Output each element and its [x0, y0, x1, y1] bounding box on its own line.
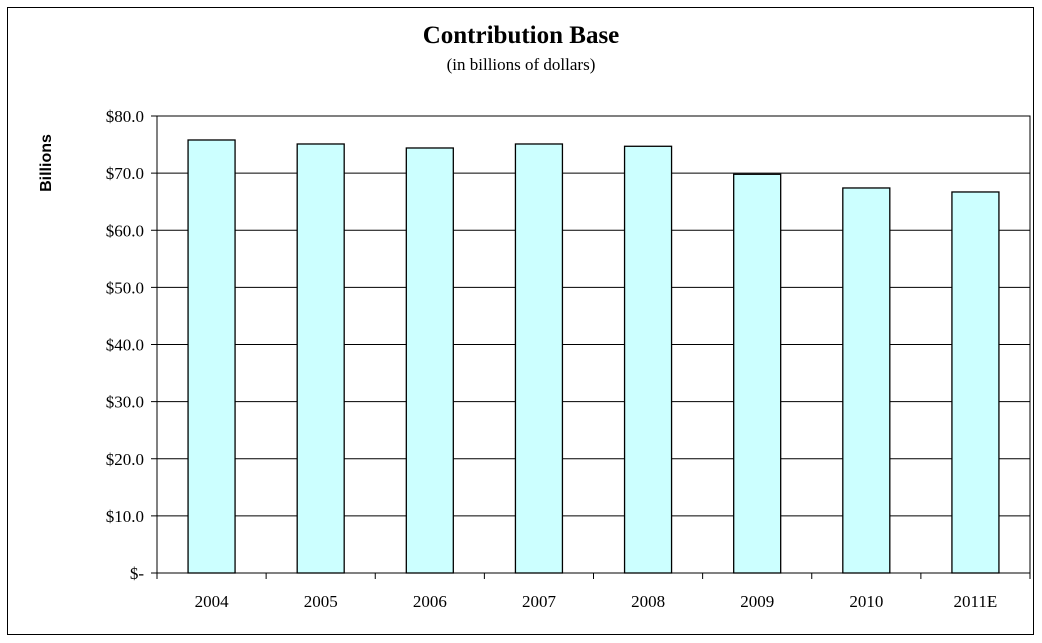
y-tick-label: $50.0 — [106, 278, 144, 297]
bar-2010 — [842, 187, 891, 574]
y-tick-label: $30.0 — [106, 393, 144, 412]
y-tick-label: $40.0 — [106, 336, 144, 355]
bars — [187, 139, 1000, 574]
y-tick-label: $70.0 — [106, 164, 144, 183]
bar-2007 — [514, 143, 564, 574]
x-tick-label: 2007 — [522, 592, 557, 611]
x-tick-label: 2006 — [413, 592, 447, 611]
bar-2005 — [296, 143, 345, 574]
y-axis-label: Billions — [38, 134, 55, 192]
bar-2011E — [951, 191, 1000, 574]
bar-2008 — [623, 145, 673, 574]
x-tick-label: 2011E — [954, 592, 998, 611]
bar-2006 — [405, 147, 454, 574]
x-tick-label: 2004 — [195, 592, 230, 611]
x-tick-label: 2010 — [849, 592, 883, 611]
axes: $- $10.0 $20.0 $30.0 $40.0 $50.0 $60.0 $70.0 $80… — [106, 107, 1031, 611]
y-tick-label: $60.0 — [106, 221, 144, 240]
x-tick-label: 2008 — [631, 592, 665, 611]
y-tick-label: $- — [130, 564, 145, 583]
bar-2009 — [733, 173, 782, 574]
x-tick-label: 2009 — [740, 592, 774, 611]
bar-2004 — [187, 139, 236, 574]
y-tick-label: $20.0 — [106, 450, 144, 469]
y-tick-label: $80.0 — [106, 107, 144, 126]
x-tick-label: 2005 — [304, 592, 338, 611]
gridlines — [157, 172, 1030, 517]
y-tick-label: $10.0 — [106, 507, 144, 526]
chart-title: Contribution Base — [423, 22, 620, 49]
chart-subtitle: (in billions of dollars) — [447, 55, 596, 74]
